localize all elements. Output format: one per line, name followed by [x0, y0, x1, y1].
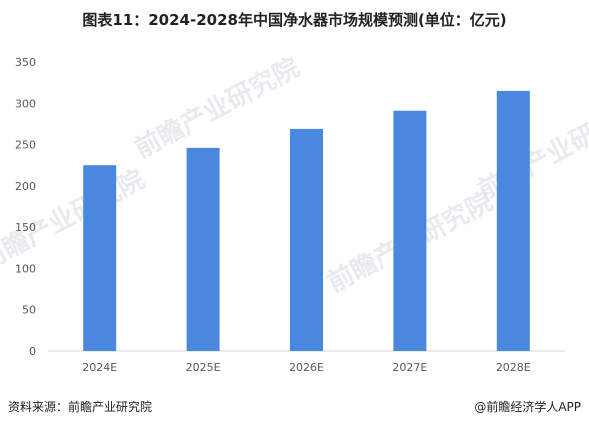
bar-2027E: [393, 110, 427, 352]
source-note: 资料来源：前瞻产业研究院: [8, 400, 153, 414]
x-tick-label: 2025E: [186, 361, 221, 374]
y-tick-label: 250: [15, 139, 36, 152]
y-tick-label: 300: [15, 97, 36, 110]
y-tick-label: 350: [15, 56, 36, 69]
y-tick-label: 150: [15, 221, 36, 234]
bar-2026E: [290, 128, 323, 351]
y-tick-label: 0: [29, 345, 36, 358]
x-tick-label: 2024E: [82, 361, 117, 374]
y-tick-label: 100: [15, 262, 36, 275]
y-tick-label: 50: [22, 304, 36, 317]
bar-2028E: [496, 90, 530, 352]
bar-2024E: [83, 165, 117, 351]
x-tick-label: 2027E: [392, 361, 427, 374]
app-credit: @前瞻经济学人APP: [474, 400, 581, 414]
y-tick-label: 200: [15, 180, 36, 193]
x-tick-label: 2026E: [289, 361, 324, 374]
chart-title: 图表11：2024-2028年中国净水器市场规模预测(单位：亿元): [82, 11, 507, 29]
x-tick-label: 2028E: [496, 361, 531, 374]
bar-2025E: [186, 147, 220, 351]
